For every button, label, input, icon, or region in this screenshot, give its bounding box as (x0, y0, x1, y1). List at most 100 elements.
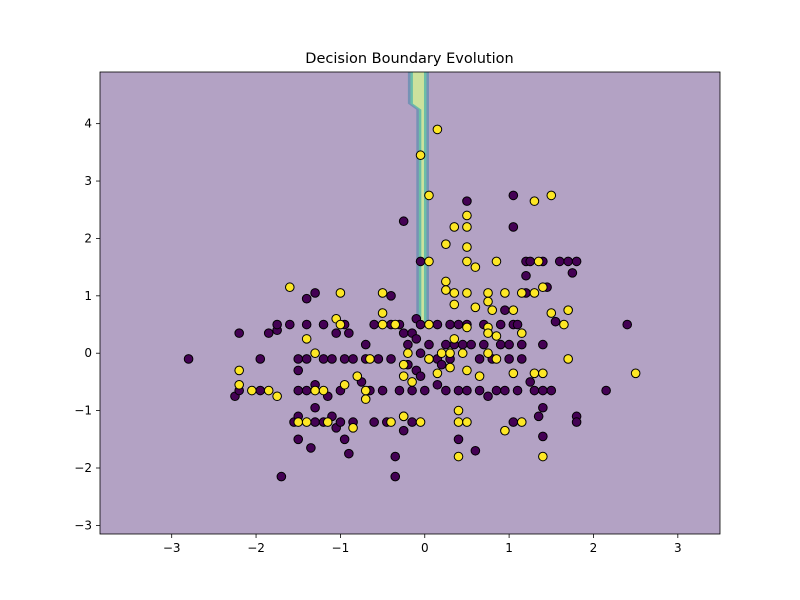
x-tick-label: −3 (163, 541, 181, 555)
class-0-point (183, 354, 194, 364)
class-1-point (377, 288, 388, 298)
class-0-point (554, 256, 565, 267)
class-1-point (483, 348, 493, 359)
class-1-point (483, 288, 493, 298)
plot-frame (99, 71, 721, 535)
class-1-points (234, 124, 641, 462)
class-0-point (538, 385, 548, 396)
class-1-point (441, 276, 451, 287)
class-1-point (487, 305, 498, 315)
class-0-point (293, 385, 304, 396)
class-0-point (622, 319, 633, 330)
class-1-point (453, 451, 464, 462)
class-0-point (512, 385, 523, 396)
class-0-point (344, 448, 354, 459)
class-0-point (538, 431, 548, 442)
class-1-point (352, 371, 363, 381)
class-1-point (398, 371, 409, 381)
class-0-point (394, 385, 405, 396)
y-tick-label: 3 (84, 174, 92, 188)
class-0-point (415, 371, 426, 381)
class-0-point (398, 425, 409, 436)
class-1-point (508, 305, 519, 315)
class-0-point (415, 256, 426, 267)
class-0-point (495, 319, 506, 330)
class-1-point (470, 302, 481, 313)
class-1-point (445, 348, 455, 359)
class-1-point (398, 411, 409, 422)
class-1-point (293, 417, 304, 427)
class-0-point (470, 445, 481, 456)
class-0-point (301, 293, 312, 304)
class-1-point (360, 394, 371, 404)
class-0-point (318, 354, 329, 364)
class-1-point (491, 256, 502, 267)
class-0-point (318, 319, 329, 330)
class-0-point (310, 402, 320, 413)
class-1-point (263, 385, 274, 396)
class-1-point (491, 331, 502, 341)
class-1-point (432, 368, 443, 379)
class-1-point (449, 299, 460, 310)
class-0-point (512, 319, 523, 330)
class-0-point (415, 348, 426, 359)
class-1-point (441, 285, 451, 295)
class-0-point (276, 471, 287, 482)
class-0-point (348, 354, 358, 364)
class-1-point (453, 405, 464, 416)
class-1-point (301, 334, 312, 344)
class-1-point (462, 322, 472, 333)
class-0-point (538, 402, 548, 413)
class-1-point (538, 282, 548, 293)
class-0-point (335, 417, 346, 427)
class-0-point (474, 354, 485, 364)
class-1-point (529, 288, 540, 298)
class-1-point (432, 124, 443, 135)
class-1-point (365, 354, 375, 364)
class-0-point (508, 222, 519, 232)
class-0-point (390, 451, 401, 462)
class-1-point (436, 348, 447, 359)
class-1-point (415, 417, 426, 427)
class-0-point (538, 339, 548, 350)
class-1-point (390, 319, 401, 330)
class-0-point (310, 417, 320, 427)
class-0-point (495, 339, 506, 350)
class-1-point (508, 368, 519, 379)
class-0-point (377, 385, 388, 396)
class-1-point (529, 368, 540, 379)
x-axis: −3 −2 −1 0 1 2 3 (163, 534, 682, 555)
class-0-point (234, 328, 244, 338)
class-0-point (441, 385, 451, 396)
class-1-point (491, 354, 502, 364)
class-1-point (335, 319, 346, 330)
class-0-point (516, 339, 527, 350)
class-1-point (318, 385, 329, 396)
class-0-point (331, 328, 341, 338)
class-1-point (386, 417, 396, 427)
class-1-point (538, 368, 548, 379)
class-0-point (263, 328, 274, 338)
class-0-point (601, 385, 611, 396)
class-1-point (335, 288, 346, 298)
class-1-point (500, 288, 510, 298)
class-1-point (559, 319, 569, 330)
class-0-point (386, 291, 396, 301)
class-0-point (508, 417, 519, 427)
class-0-point (466, 339, 476, 350)
class-0-point (407, 385, 417, 396)
y-tick-label: −3 (74, 518, 92, 532)
class-1-point (424, 190, 434, 201)
class-0-point (415, 319, 426, 330)
class-1-point (453, 417, 464, 427)
class-0-point (301, 354, 312, 364)
class-1-point (407, 377, 417, 387)
x-tick-label: −2 (247, 541, 265, 555)
class-1-point (462, 288, 472, 298)
class-1-point (234, 365, 244, 376)
class-1-point (516, 288, 527, 298)
class-0-point (306, 443, 316, 453)
class-0-point (462, 196, 472, 206)
class-1-point (500, 425, 510, 436)
class-1-point (449, 288, 460, 298)
